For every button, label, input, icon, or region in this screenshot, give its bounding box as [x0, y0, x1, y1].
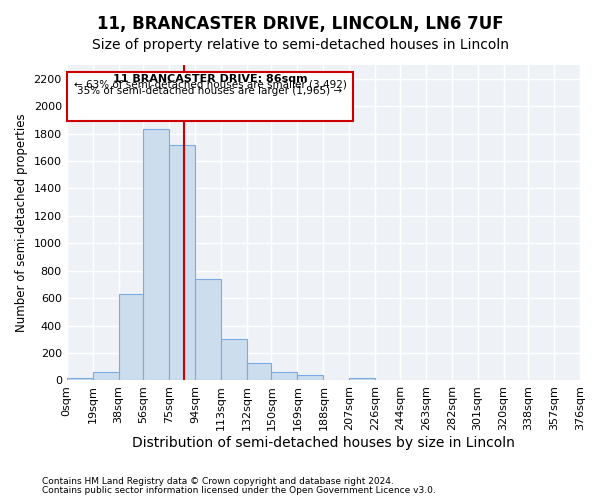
Text: Contains HM Land Registry data © Crown copyright and database right 2024.: Contains HM Land Registry data © Crown c… — [42, 477, 394, 486]
Text: Size of property relative to semi-detached houses in Lincoln: Size of property relative to semi-detach… — [91, 38, 509, 52]
Y-axis label: Number of semi-detached properties: Number of semi-detached properties — [15, 114, 28, 332]
Bar — [195, 279, 221, 380]
X-axis label: Distribution of semi-detached houses by size in Lincoln: Distribution of semi-detached houses by … — [132, 436, 515, 450]
Bar — [221, 338, 247, 380]
Bar — [143, 130, 169, 380]
Text: Contains public sector information licensed under the Open Government Licence v3: Contains public sector information licen… — [42, 486, 436, 495]
Text: 11, BRANCASTER DRIVE, LINCOLN, LN6 7UF: 11, BRANCASTER DRIVE, LINCOLN, LN6 7UF — [97, 15, 503, 33]
Text: 11 BRANCASTER DRIVE: 86sqm: 11 BRANCASTER DRIVE: 86sqm — [113, 74, 307, 84]
Bar — [247, 362, 271, 380]
Bar — [349, 378, 375, 380]
Bar — [298, 375, 323, 380]
Text: 35% of semi-detached houses are larger (1,965) →: 35% of semi-detached houses are larger (… — [77, 86, 343, 96]
Bar — [119, 294, 143, 380]
Bar — [67, 72, 353, 121]
Bar — [169, 144, 195, 380]
Text: ← 63% of semi-detached houses are smaller (3,492): ← 63% of semi-detached houses are smalle… — [74, 80, 346, 90]
Bar — [67, 378, 92, 380]
Bar — [92, 372, 119, 380]
Bar — [271, 372, 298, 380]
